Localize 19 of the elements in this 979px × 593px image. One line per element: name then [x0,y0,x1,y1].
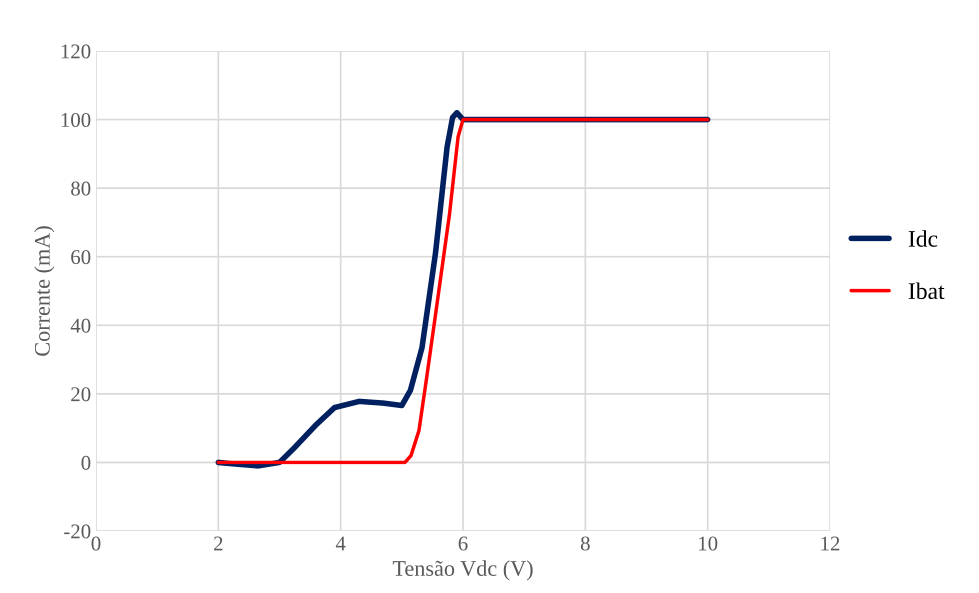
x-tick-label: 10 [699,536,718,551]
y-tick-label: 0 [82,456,90,470]
legend-label: Ibat [908,282,944,300]
x-tick-label: 8 [580,536,590,551]
y-tick-label: 60 [71,250,90,264]
x-tick-label: 12 [821,536,840,550]
x-tick-label: 2 [214,536,222,550]
y-axis-title: Corrente (mA) [34,226,54,356]
y-tick-label: 120 [62,44,90,58]
y-tick-label: 80 [71,182,90,196]
legend-label: Idc [908,230,938,247]
y-tick-label: 100 [62,112,90,128]
x-axis-title: Tensão Vdc (V) [392,560,533,580]
y-tick-label: 40 [70,318,90,333]
x-tick-label: 0 [92,536,100,551]
y-tick-label: -20 [64,524,90,538]
x-tick-label: 6 [458,536,468,551]
y-tick-label: 20 [71,387,90,402]
x-tick-label: 4 [336,536,346,550]
